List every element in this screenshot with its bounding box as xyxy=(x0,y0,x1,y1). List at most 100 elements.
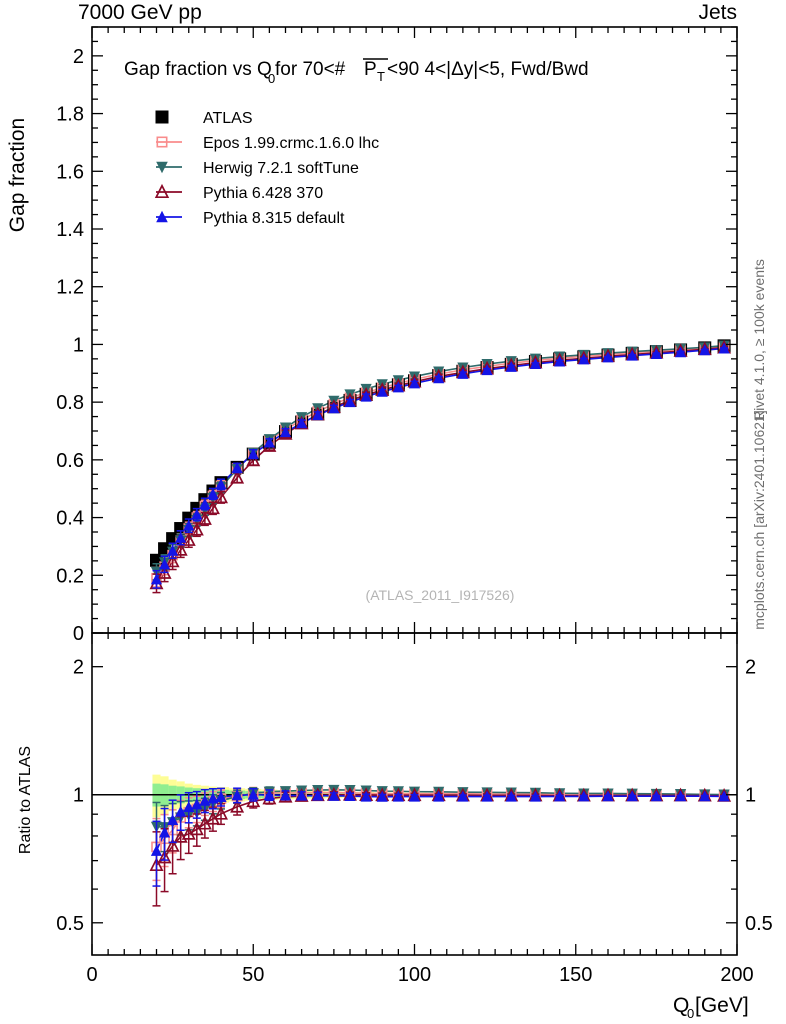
y-tick-label: 1.4 xyxy=(56,219,84,241)
data-point xyxy=(328,402,340,414)
y-tick-label: 0.4 xyxy=(56,508,84,530)
ratio-data-point xyxy=(279,789,292,801)
legend-entry-epos[interactable]: Epos 1.99.crmc.1.6.0 lhc xyxy=(156,135,379,152)
x-axis-label-main: Q xyxy=(673,994,689,1017)
data-point xyxy=(158,558,171,570)
legend[interactable]: ATLAS Epos 1.99.crmc.1.6.0 lhc Herwig 7.2.… xyxy=(154,110,380,227)
y-tick-label: 0.8 xyxy=(56,392,84,414)
ratio-data-point xyxy=(505,790,517,802)
data-point xyxy=(181,532,196,546)
legend-entry-herwig[interactable]: Herwig 7.2.1 softTune xyxy=(156,160,359,177)
data-point xyxy=(246,452,261,467)
plot-title-part-c: <90 4<|Δy|<5, Fwd/Bwd xyxy=(387,59,589,80)
data-point xyxy=(214,489,228,504)
ratio-y-tick-label: 1 xyxy=(73,785,84,807)
ratio-data-point xyxy=(481,790,493,802)
legend-marker xyxy=(155,110,169,124)
x-axis-label: Q 0 [GeV] xyxy=(673,994,749,1021)
ratio-data-point xyxy=(602,790,614,802)
data-point xyxy=(602,351,614,363)
legend-entry-atlas[interactable]: ATLAS xyxy=(155,110,253,127)
ratio-data-point xyxy=(157,849,172,864)
legend-label: Pythia 8.315 default xyxy=(203,210,345,227)
ratio-data-point xyxy=(457,790,469,802)
ratio-data-point xyxy=(150,844,163,856)
y-tick-label: 0.2 xyxy=(56,565,84,587)
data-point xyxy=(392,381,404,393)
data-point xyxy=(296,417,308,429)
ratio-data-point xyxy=(312,789,324,801)
data-point xyxy=(215,478,227,490)
data-point xyxy=(263,436,275,448)
ratio-panel: 0.5 0.5 1 1 2 2 0 50 100 150 200 xyxy=(56,632,773,986)
ratio-data-point xyxy=(554,790,566,802)
legend-entry-pythia[interactable]: Pythia 8.315 default xyxy=(156,210,345,227)
ratio-y-tick-label-right: 2 xyxy=(745,657,756,679)
ratio-data-point xyxy=(408,790,421,802)
data-point xyxy=(231,461,243,473)
ratio-data-point xyxy=(158,826,171,838)
ratio-data-point xyxy=(344,790,356,802)
x-tick-label: 150 xyxy=(559,964,592,986)
ratio-data-point xyxy=(215,790,227,802)
y-tick-label: 0.6 xyxy=(56,450,84,472)
ratio-y-tick-label-right: 1 xyxy=(745,785,756,807)
data-point xyxy=(167,544,179,556)
legend-marker xyxy=(156,161,168,174)
y-tick-label: 1.6 xyxy=(56,161,84,183)
x-axis-label-sub: 0 xyxy=(687,1006,694,1021)
data-point xyxy=(175,531,187,543)
legend-marker xyxy=(154,183,170,199)
ratio-data-point xyxy=(230,798,245,813)
data-point xyxy=(505,360,517,372)
data-point xyxy=(247,448,259,460)
plot-title-sub-T: T xyxy=(377,69,385,84)
ratio-y-tick-label: 2 xyxy=(73,657,84,679)
plot-title-sub-0: 0 xyxy=(268,71,275,86)
ratio-data-point xyxy=(529,790,542,802)
y-tick-label: 1.8 xyxy=(56,104,84,126)
legend-label: Herwig 7.2.1 softTune xyxy=(203,160,359,177)
header-left-label: 7000 GeV pp xyxy=(78,1,202,24)
data-point xyxy=(173,542,188,556)
data-point xyxy=(230,469,245,484)
mcplots-source-label: mcplots.cern.ch [arXiv:2401.10621] xyxy=(751,410,767,629)
x-tick-label: 0 xyxy=(86,964,97,986)
data-point xyxy=(674,346,687,358)
legend-marker xyxy=(156,136,168,148)
ratio-data-point xyxy=(328,789,340,801)
data-point xyxy=(199,498,211,510)
data-point xyxy=(529,358,542,370)
ratio-series-pythia xyxy=(150,787,730,887)
plot-title-part-a: Gap fraction vs Q xyxy=(124,59,272,80)
rivet-version-label: Rivet 4.1.0, ≥ 100k events xyxy=(751,259,767,421)
data-point xyxy=(344,396,356,408)
y-tick-label: 0 xyxy=(73,623,84,645)
y-tick-label: 1 xyxy=(73,334,84,356)
data-point xyxy=(183,519,195,531)
ratio-data-point xyxy=(214,805,228,820)
ratio-data-point xyxy=(376,790,388,802)
y-tick-label: 2 xyxy=(73,46,84,68)
data-point xyxy=(626,349,638,361)
ratio-y-tick-label-right: 0.5 xyxy=(745,913,773,935)
x-axis-label-unit: [GeV] xyxy=(695,994,749,1017)
data-point xyxy=(554,355,566,367)
ratio-data-point xyxy=(360,790,372,802)
data-point xyxy=(433,372,445,384)
ratio-data-point xyxy=(650,790,662,802)
ratio-data-point xyxy=(433,790,445,802)
data-point xyxy=(376,385,388,397)
ratio-data-point xyxy=(231,789,243,801)
ratio-data-point xyxy=(175,805,187,817)
data-point xyxy=(150,573,163,585)
legend-marker xyxy=(156,210,168,223)
data-point xyxy=(718,342,730,354)
legend-entry-pythia[interactable]: Pythia 6.428 370 xyxy=(154,183,323,202)
data-point xyxy=(699,344,711,356)
ratio-y-tick-label: 0.5 xyxy=(56,913,84,935)
plot-title-part-b: for 70<# xyxy=(275,59,346,80)
ratio-data-point xyxy=(247,788,259,800)
